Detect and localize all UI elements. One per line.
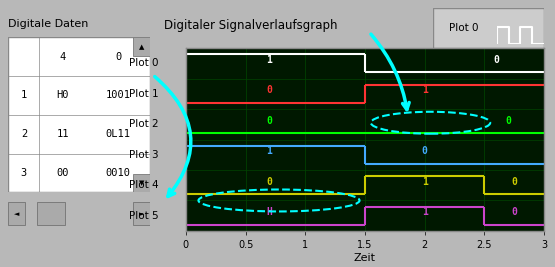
Text: Digitale Daten: Digitale Daten: [8, 19, 89, 29]
Text: 0: 0: [266, 116, 273, 125]
Text: Plot 0: Plot 0: [449, 23, 479, 33]
Text: H: H: [266, 207, 273, 217]
Text: ▼: ▼: [139, 180, 144, 186]
Text: 3: 3: [21, 168, 27, 178]
Text: Plot 3: Plot 3: [129, 150, 158, 160]
FancyBboxPatch shape: [8, 37, 150, 192]
Text: 0010: 0010: [105, 168, 130, 178]
FancyBboxPatch shape: [133, 174, 150, 192]
Text: 2: 2: [21, 129, 27, 139]
Text: 11: 11: [57, 129, 69, 139]
FancyBboxPatch shape: [133, 202, 150, 225]
Text: Plot 0: Plot 0: [129, 58, 158, 68]
Text: 0: 0: [266, 85, 273, 95]
Text: Plot 4: Plot 4: [129, 180, 158, 190]
Text: Digitaler Signalverlaufsgraph: Digitaler Signalverlaufsgraph: [164, 19, 337, 32]
Text: 1: 1: [422, 176, 427, 187]
Text: 0L11: 0L11: [105, 129, 130, 139]
Text: ▲: ▲: [139, 44, 144, 50]
Text: 0: 0: [115, 52, 121, 62]
Text: Plot 2: Plot 2: [129, 119, 158, 129]
Text: 1: 1: [266, 146, 273, 156]
FancyBboxPatch shape: [433, 8, 544, 48]
Text: 4: 4: [60, 52, 66, 62]
FancyBboxPatch shape: [37, 202, 65, 225]
FancyBboxPatch shape: [133, 37, 150, 56]
Text: ◄: ◄: [14, 211, 19, 217]
Text: ►: ►: [139, 211, 144, 217]
Text: 0: 0: [266, 176, 273, 187]
Text: 0: 0: [422, 146, 427, 156]
Text: 1: 1: [422, 207, 427, 217]
Text: 0: 0: [493, 55, 499, 65]
Text: Plot 1: Plot 1: [129, 89, 158, 99]
Text: 0: 0: [511, 176, 517, 187]
Text: H0: H0: [57, 91, 69, 100]
Text: 1: 1: [266, 55, 273, 65]
Text: 00: 00: [57, 168, 69, 178]
Text: 1: 1: [21, 91, 27, 100]
Text: 0: 0: [505, 116, 511, 125]
Text: 1: 1: [422, 85, 427, 95]
X-axis label: Zeit: Zeit: [354, 253, 376, 263]
FancyBboxPatch shape: [8, 202, 26, 225]
Text: Plot 5: Plot 5: [129, 211, 158, 221]
Text: 0: 0: [511, 207, 517, 217]
Text: 1001: 1001: [105, 91, 130, 100]
